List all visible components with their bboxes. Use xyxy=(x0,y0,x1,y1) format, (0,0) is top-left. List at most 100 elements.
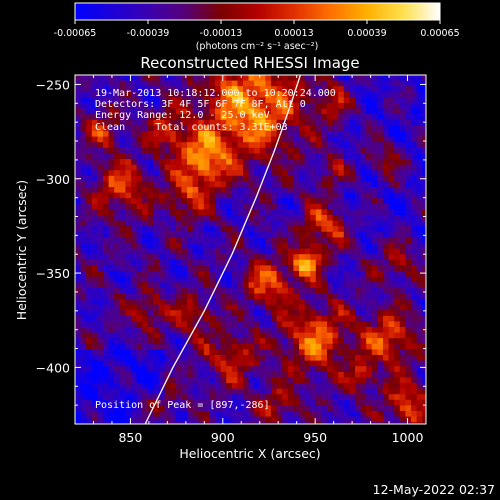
heatmap-cell xyxy=(226,203,233,210)
heatmap-cell xyxy=(310,282,317,289)
heatmap-cell xyxy=(103,170,110,177)
heatmap-cell xyxy=(164,282,171,289)
heatmap-cell xyxy=(164,399,171,406)
heatmap-cell xyxy=(259,422,266,424)
heatmap-cell xyxy=(153,220,160,227)
heatmap-cell xyxy=(422,405,426,412)
heatmap-cell xyxy=(170,181,177,188)
heatmap-cell xyxy=(220,226,227,233)
heatmap-cell xyxy=(383,405,390,412)
heatmap-cell xyxy=(394,282,401,289)
heatmap-cell xyxy=(237,254,244,261)
heatmap-cell xyxy=(282,220,289,227)
heatmap-cell xyxy=(327,338,334,345)
heatmap-cell xyxy=(209,136,216,143)
heatmap-cell xyxy=(360,422,367,424)
heatmap-cell xyxy=(332,254,339,261)
heatmap-cell xyxy=(360,405,367,412)
heatmap-cell xyxy=(198,287,205,294)
heatmap-cell xyxy=(343,287,350,294)
heatmap-cell xyxy=(254,254,261,261)
heatmap-cell xyxy=(220,360,227,367)
heatmap-cell xyxy=(203,265,210,272)
heatmap-cell xyxy=(366,203,373,210)
heatmap-cell xyxy=(80,198,87,205)
heatmap-cell xyxy=(108,220,115,227)
heatmap-cell xyxy=(119,399,126,406)
heatmap-cell xyxy=(388,153,395,160)
heatmap-cell xyxy=(248,349,255,356)
heatmap-cell xyxy=(243,231,250,238)
heatmap-cell xyxy=(226,276,233,283)
heatmap-cell xyxy=(276,394,283,401)
heatmap-cell xyxy=(209,360,216,367)
heatmap-cell xyxy=(170,377,177,384)
heatmap-cell xyxy=(377,360,384,367)
heatmap-cell xyxy=(220,198,227,205)
heatmap-cell xyxy=(343,383,350,390)
heatmap-cell xyxy=(282,282,289,289)
heatmap-cell xyxy=(131,383,138,390)
heatmap-cell xyxy=(125,304,132,311)
heatmap-cell xyxy=(119,299,126,306)
heatmap-cell xyxy=(338,299,345,306)
heatmap-cell xyxy=(125,187,132,194)
heatmap-cell xyxy=(248,75,255,82)
heatmap-cell xyxy=(276,147,283,154)
heatmap-cell xyxy=(203,192,210,199)
heatmap-cell xyxy=(416,86,423,93)
heatmap-cell xyxy=(187,371,194,378)
heatmap-cell xyxy=(304,97,311,104)
heatmap-cell xyxy=(371,321,378,328)
heatmap-cell xyxy=(332,355,339,362)
heatmap-cell xyxy=(226,315,233,322)
heatmap-cell xyxy=(203,164,210,171)
heatmap-cell xyxy=(97,198,104,205)
heatmap-cell xyxy=(136,243,143,250)
heatmap-cell xyxy=(321,327,328,334)
heatmap-cell xyxy=(198,175,205,182)
heatmap-cell xyxy=(411,181,418,188)
heatmap-cell xyxy=(315,243,322,250)
heatmap-cell xyxy=(377,388,384,395)
heatmap-cell xyxy=(405,108,412,115)
heatmap-cell xyxy=(422,136,426,143)
heatmap-cell xyxy=(394,226,401,233)
heatmap-cell xyxy=(371,293,378,300)
heatmap-cell xyxy=(377,366,384,373)
heatmap-cell xyxy=(287,170,294,177)
heatmap-cell xyxy=(136,259,143,266)
heatmap-cell xyxy=(276,170,283,177)
heatmap-cell xyxy=(153,388,160,395)
heatmap-cell xyxy=(321,394,328,401)
heatmap-cell xyxy=(103,377,110,384)
heatmap-cell xyxy=(175,226,182,233)
heatmap-cell xyxy=(181,209,188,216)
heatmap-cell xyxy=(321,304,328,311)
heatmap-cell xyxy=(97,119,104,126)
heatmap-cell xyxy=(310,405,317,412)
heatmap-cell xyxy=(360,394,367,401)
heatmap-cell xyxy=(315,321,322,328)
heatmap-cell xyxy=(416,181,423,188)
x-axis-label: Heliocentric X (arcsec) xyxy=(179,446,320,461)
heatmap-cell xyxy=(159,103,166,110)
heatmap-cell xyxy=(383,315,390,322)
heatmap-cell xyxy=(422,399,426,406)
heatmap-cell xyxy=(377,170,384,177)
heatmap-cell xyxy=(416,383,423,390)
heatmap-cell xyxy=(349,119,356,126)
heatmap-cell xyxy=(399,220,406,227)
heatmap-cell xyxy=(187,136,194,143)
heatmap-cell xyxy=(181,237,188,244)
heatmap-cell xyxy=(243,287,250,294)
heatmap-cell xyxy=(198,215,205,222)
heatmap-cell xyxy=(315,86,322,93)
heatmap-cell xyxy=(265,293,272,300)
heatmap-cell xyxy=(355,371,362,378)
heatmap-cell xyxy=(338,254,345,261)
heatmap-cell xyxy=(237,371,244,378)
heatmap-cell xyxy=(276,287,283,294)
heatmap-cell xyxy=(114,108,121,115)
heatmap-cell xyxy=(153,254,160,261)
